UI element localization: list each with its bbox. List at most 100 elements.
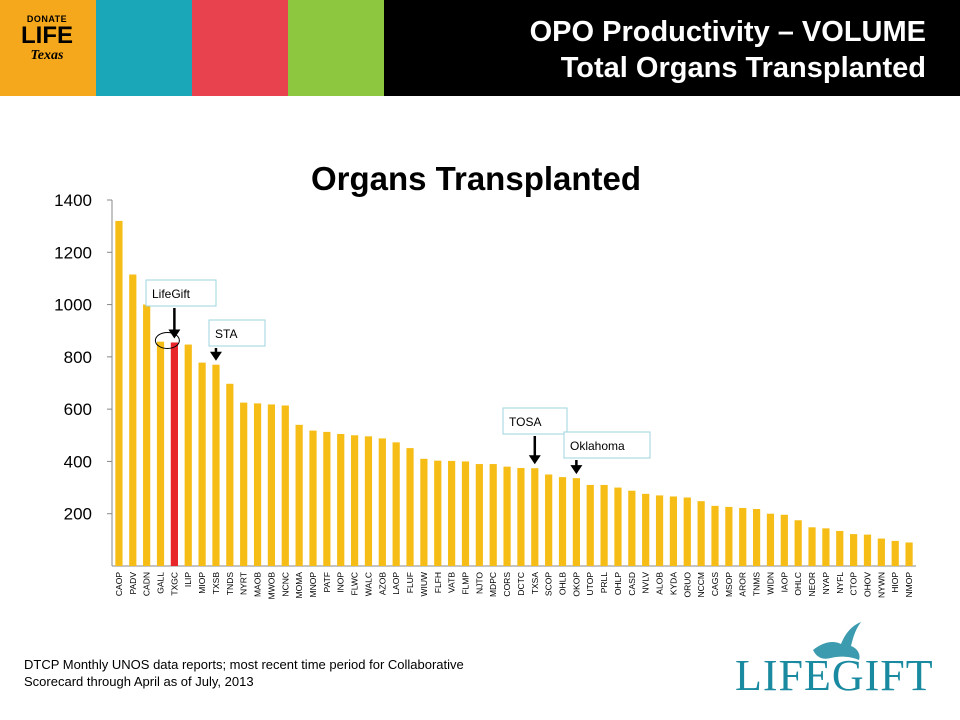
lifegift-logo: LIFEGIFT [735,620,935,700]
bar-prll [600,484,608,566]
callout-box [502,407,568,435]
x-tick-label: FLMP [460,572,470,595]
bar-utop [586,484,594,566]
x-tick-label: NVLV [641,572,651,594]
x-tick-label: NCCM [696,572,706,598]
bar-txgc [170,342,178,566]
x-tick-label: MDPC [488,572,498,597]
bar-alob [655,495,664,566]
callout-arrow-head [528,455,541,465]
x-tick-label: LAOP [391,572,401,595]
x-tick-label: ALOB [655,572,665,595]
bar-maob [253,403,262,566]
y-tick-label: 1400 [54,191,92,210]
x-tick-label: OHLB [558,572,568,595]
x-tick-label: MNOP [308,572,318,598]
y-tick-label: 200 [64,505,92,524]
x-tick-label: NMOP [904,572,914,598]
bar-ctop [850,534,858,566]
x-tick-label: OHLP [613,572,623,595]
color-block-red [192,0,288,96]
bar-flwc [350,435,359,566]
callout-label: STA [215,327,237,341]
logo-line-donate: DONATE [26,14,68,24]
bar-nywn [877,538,885,566]
bar-ohlp [614,487,622,566]
x-tick-label: CASD [627,572,637,596]
bar-laop [392,442,400,566]
bar-okop [572,478,580,566]
x-tick-label: DCTC [516,572,526,596]
slide-title-line1: OPO Productivity – VOLUME [529,16,926,48]
x-tick-label: CAGS [710,572,720,596]
x-tick-label: OKOP [571,572,581,597]
bar-mnop [309,430,317,566]
bar-nccm [697,501,705,566]
slide-title-line2: Total Organs Transplanted [560,52,926,84]
x-tick-label: FLFH [433,572,443,593]
y-tick-label: 1200 [54,243,92,262]
bar-miop [198,362,206,566]
lifegift-wordmark: LIFEGIFT [735,650,934,701]
x-tick-label: SCOP [544,572,554,596]
lifegift-wordmark-text: LIFEGIFT [735,651,934,700]
logo-line-life: LIFE [21,22,73,49]
y-tick-label: 600 [64,400,92,419]
x-tick-label: FLUF [405,572,415,593]
bar-flfh [434,460,442,566]
x-tick-label: AROR [738,572,748,597]
bar-mwob [267,404,276,566]
callout-box [563,431,651,459]
x-tick-label: TXGC [169,572,179,596]
header-banner: DONATE LIFE Texas OPO Productivity – VOL… [0,0,960,96]
x-tick-label: ILIP [183,572,193,587]
bar-njto [475,464,483,566]
bar-scop [545,474,553,566]
donate-life-texas-logo: DONATE LIFE Texas [12,10,82,84]
x-tick-label: NEOR [807,572,817,597]
y-tick-label: 1000 [54,296,92,315]
x-tick-label: NYAP [821,572,831,595]
x-tick-label: TNDS [225,572,235,595]
x-tick-label: HIOP [890,572,900,593]
logo-line-texas: Texas [30,48,64,63]
bar-msop [725,506,733,566]
x-tick-label: MIOP [197,572,207,594]
x-tick-label: MSOP [724,572,734,597]
bar-walc [364,436,373,566]
callout-arrow-head [209,351,222,361]
x-tick-label: MOMA [294,572,304,599]
x-tick-label: NYRT [239,572,249,595]
bar-casd [628,490,636,566]
x-tick-label: TXSA [530,572,540,595]
bar-cags [711,505,719,566]
bar-cadn [143,304,151,566]
donate-life-texas-logo-block: DONATE LIFE Texas [0,0,96,96]
footnote: DTCP Monthly UNOS data reports; most rec… [24,657,464,689]
bar-mdpc [489,464,497,566]
callout-arrow-head [570,465,583,475]
y-tick-label: 400 [64,452,92,471]
x-tick-label: CADN [142,572,152,596]
x-tick-label: VATB [447,572,457,593]
x-tick-label: WIUW [419,572,429,597]
bar-txsa [531,468,539,566]
callout-label: TOSA [509,415,541,429]
x-tick-label: AZOB [377,572,387,595]
bar-iaop [780,514,788,566]
x-tick-label: TNMS [752,572,762,596]
bar-hiop [891,540,899,566]
bar-aror [739,507,747,566]
x-tick-label: MAOB [253,572,263,597]
callout-box [145,279,217,307]
bar-gall [156,341,165,566]
x-tick-label: MWOB [266,572,276,600]
x-tick-label: INOP [336,572,346,593]
bar-nyfl [836,530,844,566]
dove-icon [813,622,861,660]
chart-title: Organs Transplanted [311,160,641,197]
bar-tnds [226,383,234,566]
bar-nyrt [240,402,248,566]
x-tick-label: NYWN [876,572,886,598]
bar-fluf [406,448,414,566]
